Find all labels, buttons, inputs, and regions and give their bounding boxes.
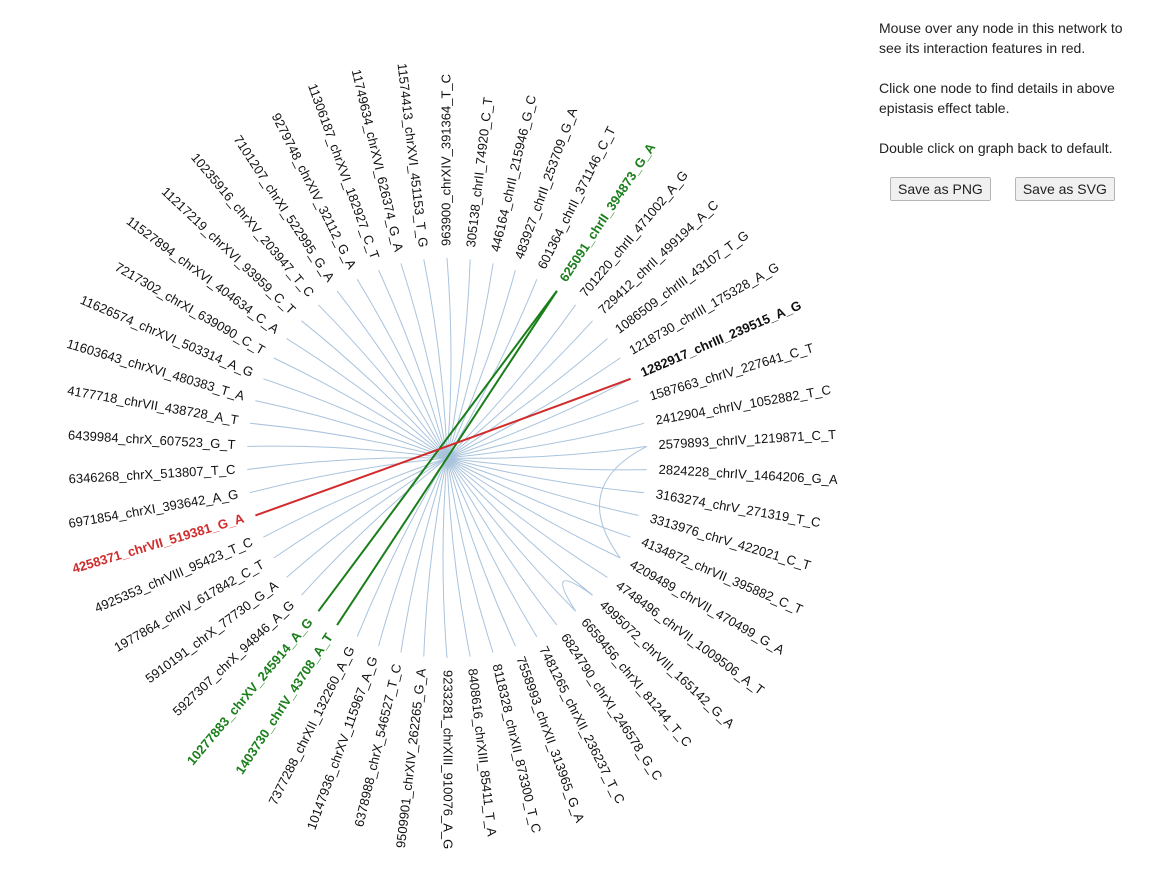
link-6378988-chrx-546527-t-c xyxy=(400,457,448,653)
link-729412-chrii-499194-a-c xyxy=(446,320,593,459)
link-7558993-chrxii-313965-g-a xyxy=(446,457,516,647)
link-9279748-chrxiv-32112-g-a xyxy=(356,279,448,459)
node-8408616-chrxiii-85411-t-a[interactable]: 8408616_chrXIII_85411_T_A xyxy=(465,668,500,838)
node-9509901-chrxiv-262265-g-a[interactable]: 9509901_chrXIV_262265_G_A xyxy=(393,667,429,849)
link-4925353-chrviii-95423-t-c xyxy=(263,457,448,538)
link-11603643-chrxvi-480383-t-a xyxy=(255,400,448,459)
link-446164-chrii-215946-g-c xyxy=(446,263,494,459)
link-4177718-chrvii-438728-a-t xyxy=(249,422,448,459)
help-text-doubleclick: Double click on graph back to default. xyxy=(879,140,1113,156)
link-601364-chrii-371146-c-t xyxy=(446,279,538,459)
link-6824790-chrxi-246578-g-c xyxy=(446,457,558,626)
link-4748496-chrvii-1009506-a-t xyxy=(446,457,608,578)
link-highlight-red xyxy=(255,377,631,517)
node-2824228-chriv-1464206-g-a[interactable]: 2824228_chrIV_1464206_G_A xyxy=(658,462,838,487)
node-9233281-chrxiii-910076-a-g[interactable]: 9233281_chrXIII_910076_A_G xyxy=(441,670,456,849)
help-panel: Mouse over any node in this network to s… xyxy=(879,18,1149,178)
epistasis-network-graph[interactable]: 963900_chrXIV_391364_T_C 305138_chrII_749… xyxy=(0,0,860,878)
link-7481265-chrxii-236237-t-c xyxy=(446,457,538,637)
link-9509901-chrxiv-262265-g-a xyxy=(423,457,448,657)
network-links xyxy=(247,257,647,659)
link-6659456-chrxi-81244-t-c xyxy=(446,457,576,612)
link-7101207-chrxi-522995-g-a xyxy=(336,290,448,459)
link-8408616-chrxiii-85411-t-a xyxy=(446,457,471,657)
link-1587663-chriv-227641-c-t xyxy=(446,400,639,459)
link-2579893-chriv-1219871-c-t xyxy=(446,445,647,459)
link-10147936-chrxv-115967-a-g xyxy=(378,457,448,647)
link-483927-chrii-253709-g-a xyxy=(446,269,516,459)
link-8118328-chrxii-873300-t-c xyxy=(446,457,494,653)
link-6346268-chrx-513807-t-c xyxy=(247,457,448,471)
link-4995072-chrviii-165142-g-a xyxy=(446,457,593,596)
save-svg-button[interactable]: Save as SVG xyxy=(1014,177,1115,201)
link-highlight-green-b xyxy=(336,290,558,626)
link-6971854-chrxi-393642-a-g xyxy=(249,457,448,494)
link-2824228-chriv-1464206-g-a xyxy=(446,457,647,471)
save-png-button[interactable]: Save as PNG xyxy=(890,177,991,201)
link-peripheral-a xyxy=(599,445,647,559)
link-9233281-chrxiii-910076-a-g xyxy=(442,457,448,659)
link-5927307-chrx-94846-a-g xyxy=(301,457,448,596)
link-11306187-chrxvi-182927-c-t xyxy=(378,269,448,459)
node-305138-chrii-74920-c-t[interactable]: 305138_chrII_74920_C_T xyxy=(463,96,495,248)
help-text-hover: Mouse over any node in this network to s… xyxy=(879,20,1123,56)
link-11217219-chrxvi-93959-c-t xyxy=(301,320,448,459)
node-6346268-chrx-513807-t-c[interactable]: 6346268_chrX_513807_T_C xyxy=(68,462,236,487)
help-text-click: Click one node to find details in above … xyxy=(879,80,1115,116)
link-11749634-chrxvi-626374-g-a xyxy=(400,263,448,459)
node-6439984-chrx-607523-g-t[interactable]: 6439984_chrX_607523_G_T xyxy=(68,427,236,452)
link-1218730-chriii-175328-a-g xyxy=(446,357,621,459)
link-963900-chrxiv-391364-t-c xyxy=(446,257,452,459)
node-963900-chrxiv-391364-t-c[interactable]: 963900_chrXIV_391364_T_C xyxy=(438,74,453,246)
link-3313976-chrv-422021-c-t xyxy=(446,457,639,516)
link-5910191-chrx-77730-g-a xyxy=(286,457,448,578)
link-peripheral-b xyxy=(562,580,593,612)
link-1282917-chriii-239515-a-g xyxy=(446,378,631,459)
link-11527894-chrxvi-404634-c-a xyxy=(286,338,448,459)
link-1086509-chriii-43107-t-g xyxy=(446,338,608,459)
link-11626574-chrxvi-503314-a-g xyxy=(263,378,448,459)
link-7377288-chrxii-132260-a-g xyxy=(356,457,448,637)
link-4134872-chrvii-395882-c-t xyxy=(446,457,631,538)
link-3163274-chrv-271319-t-c xyxy=(446,457,645,494)
link-2412904-chriv-1052882-t-c xyxy=(446,422,645,459)
link-11574413-chrxvi-451153-t-g xyxy=(423,259,448,459)
export-buttons: Save as PNG Save as SVG xyxy=(890,177,1115,201)
link-10235916-chrxv-203947-t-c xyxy=(318,304,448,459)
node-2579893-chriv-1219871-c-t[interactable]: 2579893_chrIV_1219871_C_T xyxy=(658,427,836,452)
link-4209489-chrvii-470499-g-a xyxy=(446,457,621,559)
link-highlight-green-a xyxy=(317,290,558,612)
link-7217302-chrxi-639090-c-t xyxy=(273,357,448,459)
